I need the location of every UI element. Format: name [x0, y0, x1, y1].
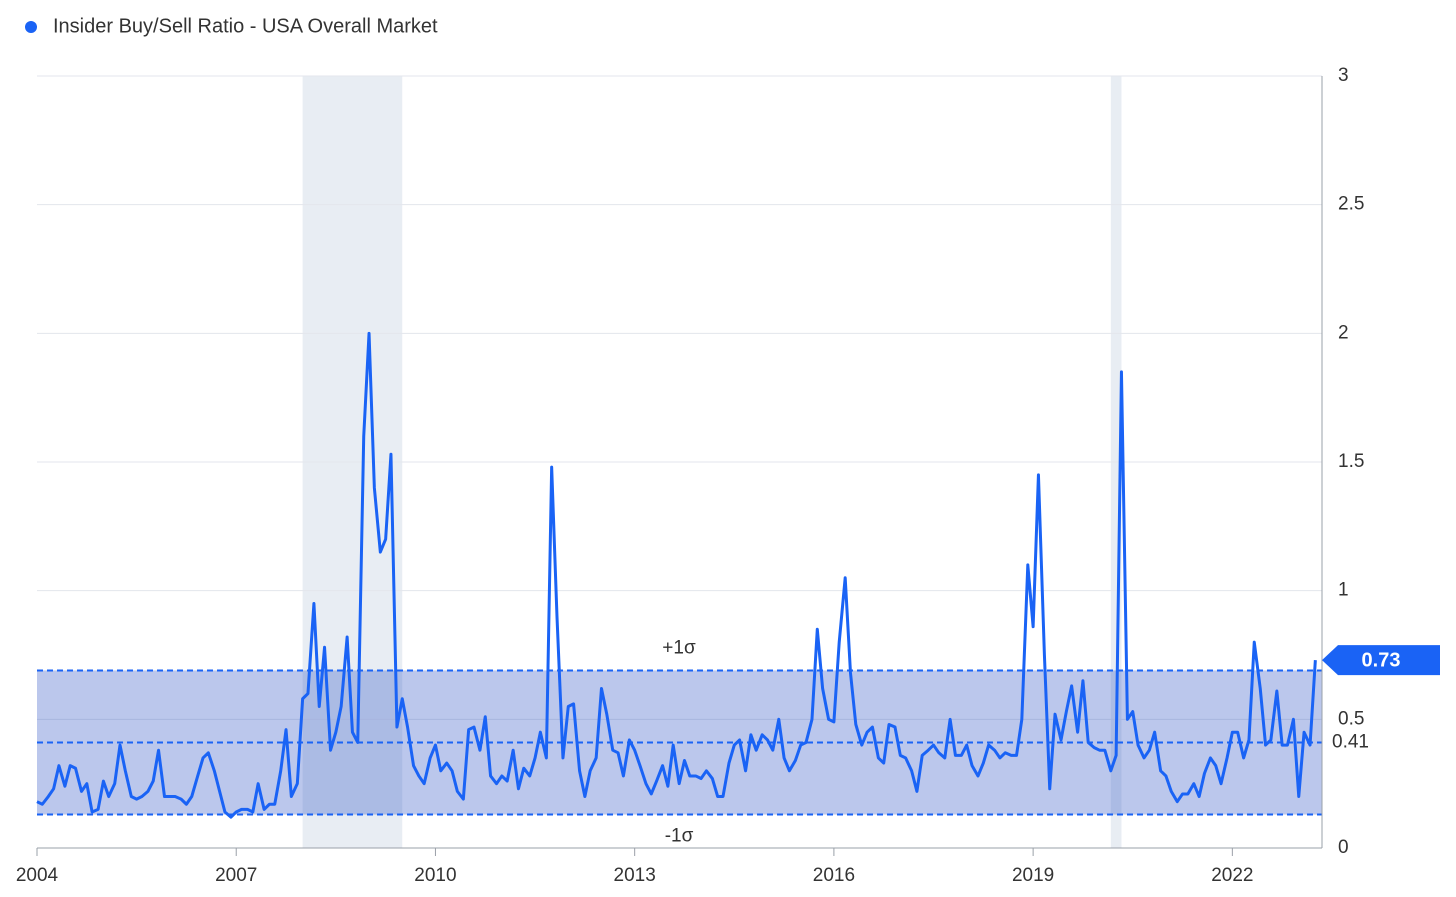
- x-tick-label: 2010: [414, 865, 456, 886]
- plus-sigma-label: +1σ: [662, 637, 696, 658]
- y-tick-label: 2.5: [1338, 194, 1364, 215]
- legend-label: Insider Buy/Sell Ratio - USA Overall Mar…: [53, 15, 438, 37]
- data-line: [36, 331, 1317, 819]
- last-value-label: 0.73: [1362, 649, 1401, 671]
- mean-label: 0.41: [1332, 732, 1369, 753]
- minus-sigma-label: -1σ: [665, 826, 694, 847]
- y-tick-label: 0: [1338, 837, 1349, 858]
- y-tick-label: 1.5: [1338, 451, 1364, 472]
- x-tick-label: 2004: [16, 865, 59, 886]
- x-tick-label: 2007: [215, 865, 257, 886]
- y-tick-label: 0.5: [1338, 708, 1364, 729]
- y-tick-label: 1: [1338, 580, 1349, 601]
- x-tick-label: 2022: [1211, 865, 1253, 886]
- x-tick-label: 2019: [1012, 865, 1054, 886]
- x-tick-label: 2016: [813, 865, 855, 886]
- x-tick-label: 2013: [614, 865, 656, 886]
- last-value-flag: [1322, 645, 1440, 676]
- legend-dot: [25, 21, 37, 33]
- y-tick-label: 2: [1338, 322, 1349, 343]
- y-tick-label: 3: [1338, 65, 1349, 86]
